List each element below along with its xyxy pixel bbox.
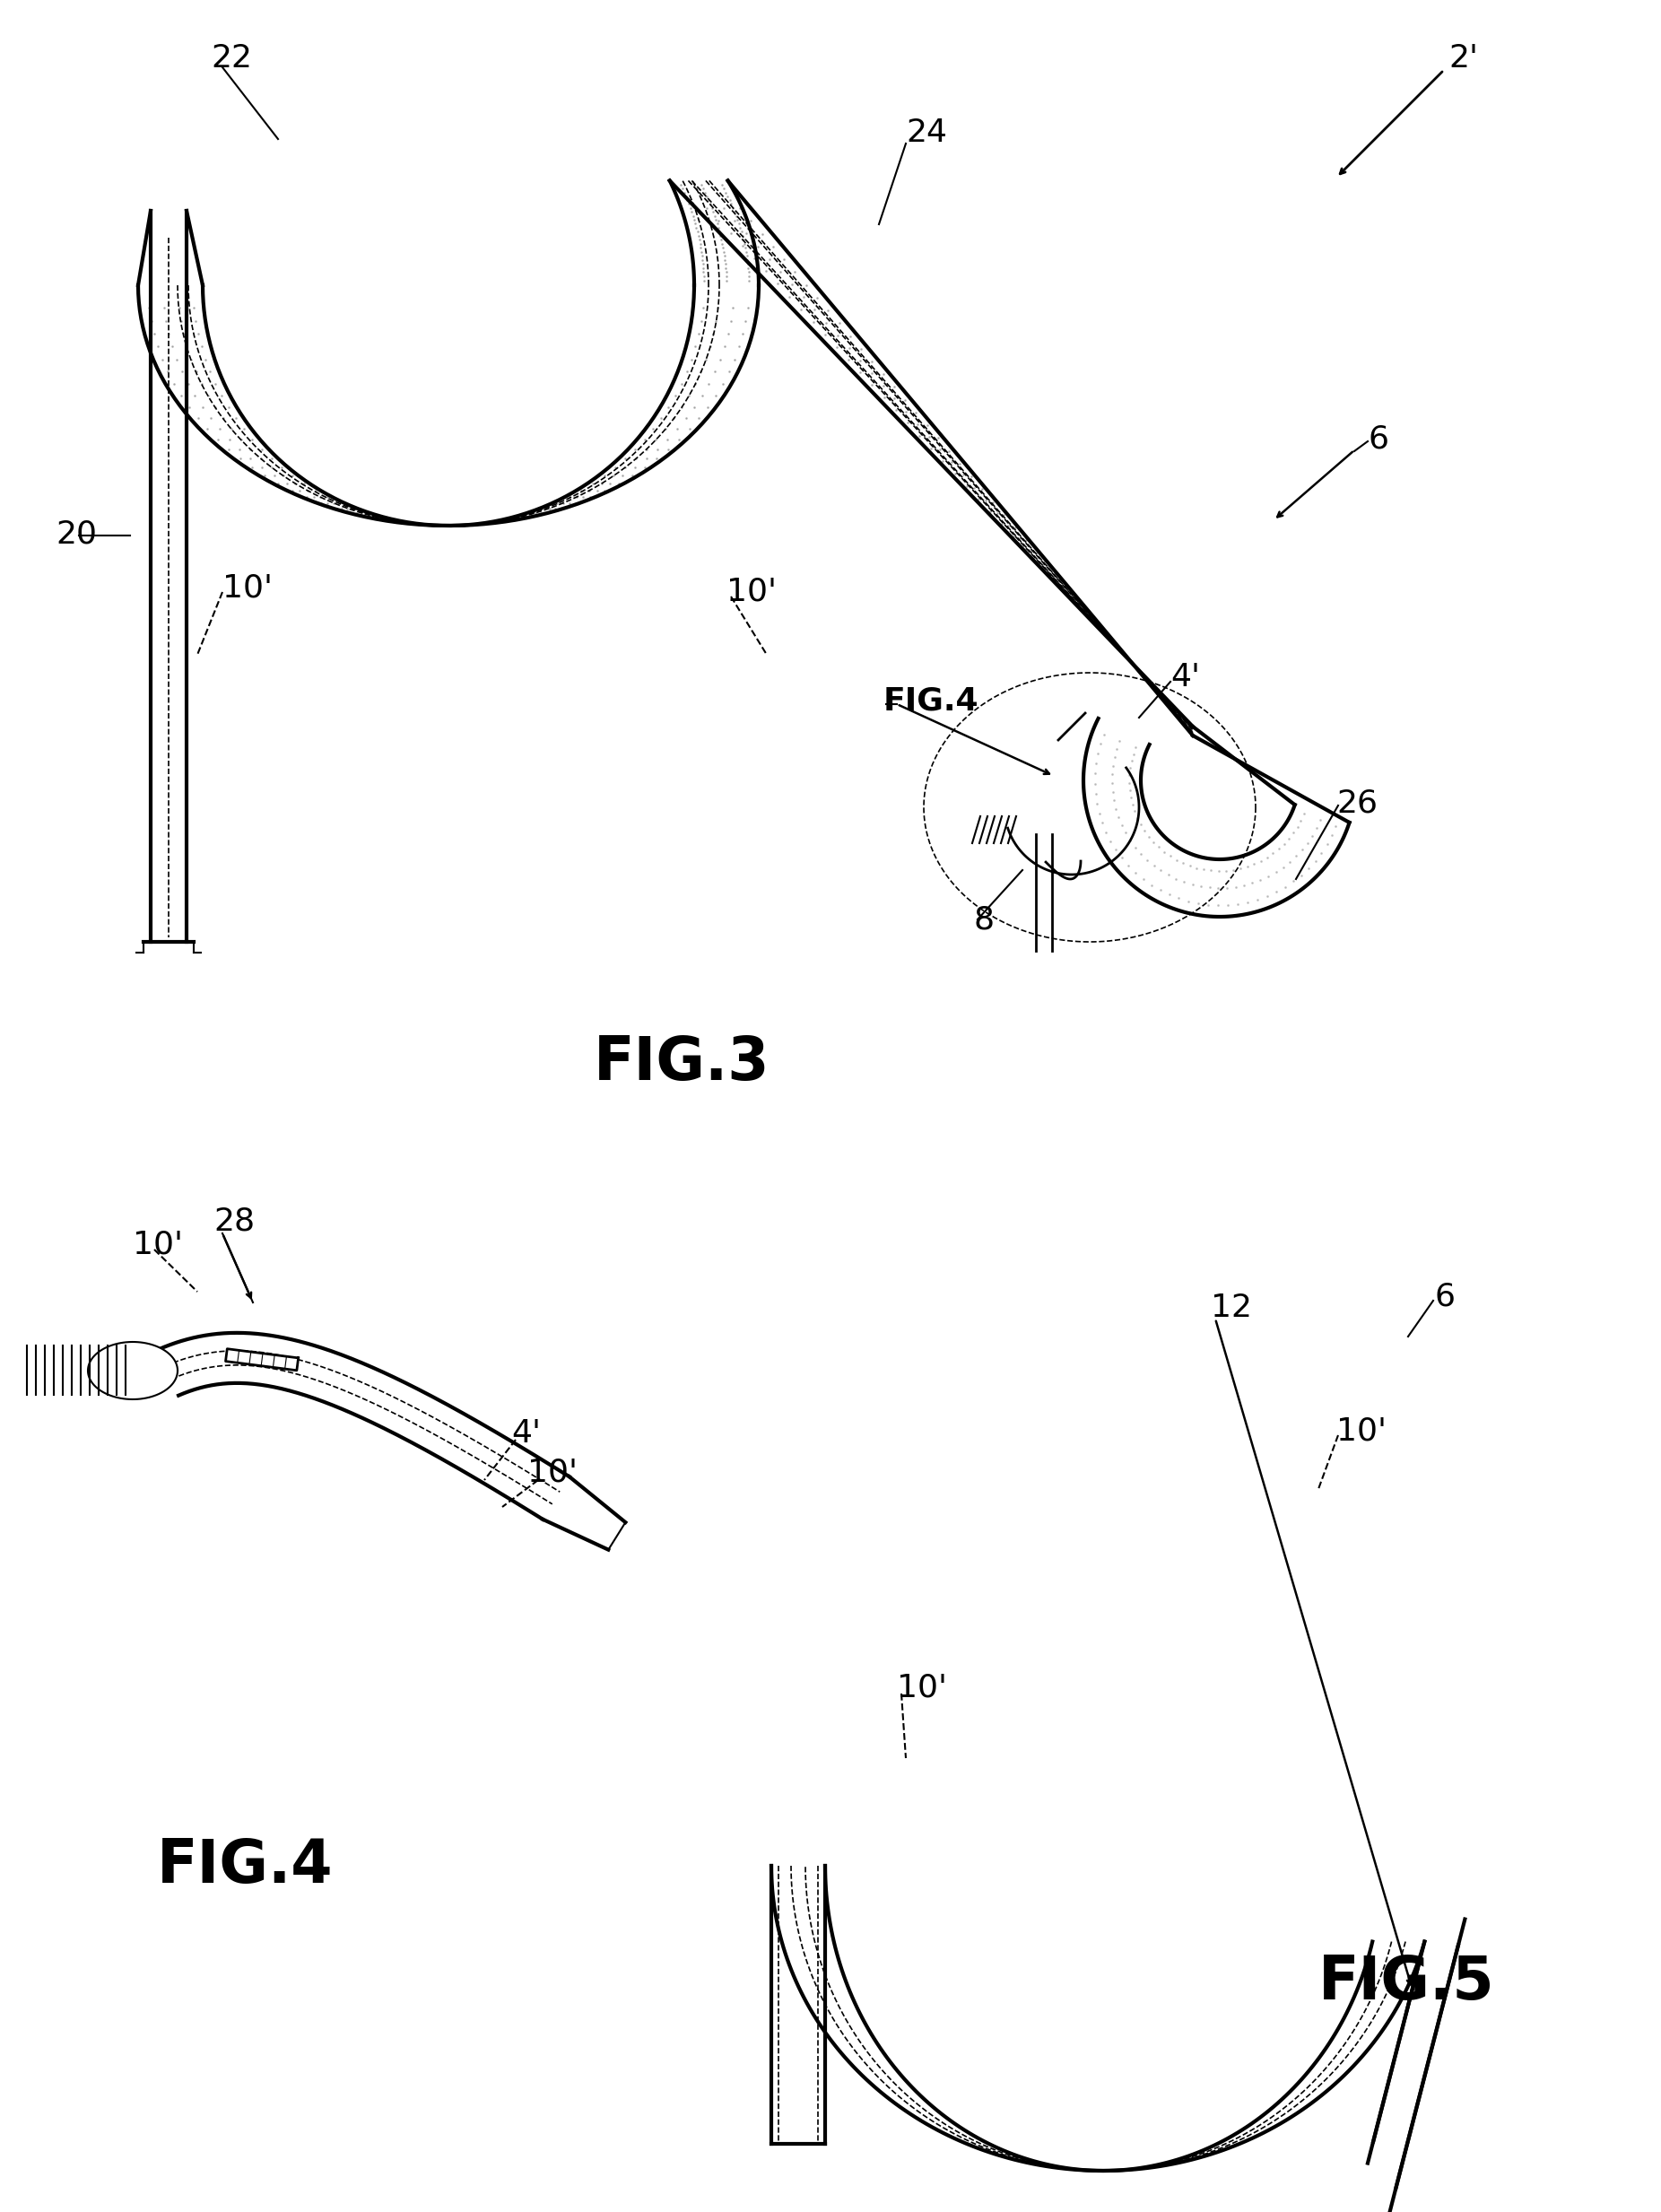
Text: FIG.4: FIG.4 (156, 1836, 334, 1896)
Text: 12: 12 (1211, 1292, 1252, 1323)
Text: 10': 10' (897, 1672, 947, 1703)
Text: FIG.3: FIG.3 (593, 1033, 769, 1093)
Text: 4': 4' (512, 1418, 541, 1449)
Text: 6: 6 (1367, 425, 1389, 456)
Text: 2': 2' (1448, 42, 1478, 73)
Polygon shape (88, 1343, 178, 1400)
Text: FIG.4: FIG.4 (884, 686, 978, 717)
Text: 22: 22 (211, 42, 252, 73)
Text: 6: 6 (1435, 1281, 1455, 1312)
Text: 4': 4' (1171, 661, 1199, 692)
Text: 10': 10' (223, 573, 272, 604)
Text: 8: 8 (973, 905, 993, 936)
Text: 24: 24 (905, 117, 947, 148)
Text: 10': 10' (133, 1230, 183, 1261)
Polygon shape (226, 1349, 299, 1371)
Text: 10': 10' (1337, 1416, 1387, 1447)
Text: 10': 10' (726, 577, 777, 608)
Text: 28: 28 (214, 1206, 254, 1237)
Text: FIG.5: FIG.5 (1319, 1953, 1495, 2013)
Text: 26: 26 (1337, 787, 1377, 818)
Text: 20: 20 (55, 518, 96, 549)
Text: 10': 10' (527, 1458, 578, 1489)
